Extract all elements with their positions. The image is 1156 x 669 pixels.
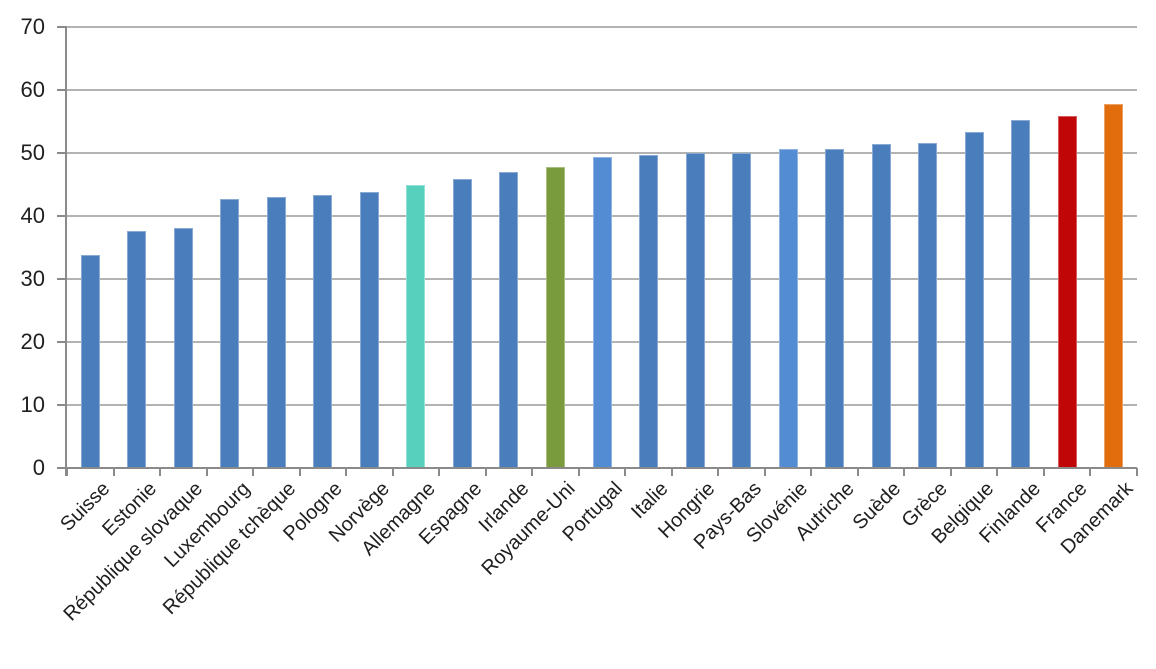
bar xyxy=(80,255,100,468)
x-axis-tick xyxy=(1136,468,1138,476)
bar xyxy=(359,192,379,468)
y-axis-tick xyxy=(57,26,67,28)
y-axis-tick xyxy=(57,278,67,280)
x-axis-tick xyxy=(66,468,68,476)
y-axis-tick-label: 10 xyxy=(20,392,45,417)
x-axis-tick xyxy=(810,468,813,476)
x-axis-tick xyxy=(1042,468,1045,476)
y-axis-tick-label: 50 xyxy=(20,140,45,165)
bar xyxy=(732,153,752,468)
bar xyxy=(592,157,612,468)
x-axis-tick xyxy=(717,468,720,476)
bar xyxy=(964,131,984,468)
y-axis-tick-label: 20 xyxy=(20,329,45,354)
x-axis-tick xyxy=(996,468,999,476)
bar xyxy=(220,198,240,468)
x-axis-tick xyxy=(252,468,255,476)
bar xyxy=(1011,120,1031,468)
x-axis-tick xyxy=(670,468,673,476)
y-axis-tick-label: 40 xyxy=(20,203,45,228)
bar xyxy=(825,148,845,468)
x-axis-tick xyxy=(624,468,627,476)
y-axis-tick-label: 60 xyxy=(20,77,45,102)
x-axis-tick xyxy=(903,468,906,476)
gridline xyxy=(67,26,1137,28)
x-axis-label: Suède xyxy=(848,477,906,535)
x-axis-tick xyxy=(763,468,766,476)
bar xyxy=(778,149,798,468)
y-axis-tick xyxy=(57,152,67,154)
bar xyxy=(313,194,333,468)
x-axis-tick xyxy=(345,468,348,476)
x-axis-tick xyxy=(438,468,441,476)
bar xyxy=(685,153,705,468)
bar xyxy=(545,166,565,468)
y-axis-tick xyxy=(57,89,67,91)
x-axis-tick xyxy=(1089,468,1092,476)
x-axis-tick xyxy=(856,468,859,476)
bar xyxy=(173,227,193,468)
x-axis-tick xyxy=(159,468,162,476)
gridline xyxy=(67,152,1137,154)
y-axis-tick xyxy=(57,341,67,343)
x-axis-tick xyxy=(391,468,394,476)
bar xyxy=(639,154,659,468)
x-axis-tick xyxy=(484,468,487,476)
x-axis-tick xyxy=(949,468,952,476)
bar xyxy=(406,184,426,468)
y-axis-tick xyxy=(57,215,67,217)
y-axis-tick-label: 70 xyxy=(20,14,45,39)
bar xyxy=(127,231,147,468)
y-axis-tick-label: 0 xyxy=(32,455,45,480)
bar xyxy=(918,142,938,468)
y-axis-line xyxy=(65,27,67,476)
x-axis-tick xyxy=(531,468,534,476)
x-axis-tick xyxy=(205,468,208,476)
bar xyxy=(871,144,891,468)
bar xyxy=(499,171,519,468)
x-axis-line xyxy=(57,467,1137,469)
bar xyxy=(266,197,286,468)
gridline xyxy=(67,89,1137,91)
bar xyxy=(1057,116,1077,468)
x-axis-tick xyxy=(298,468,301,476)
bar xyxy=(1104,104,1124,468)
bar xyxy=(452,179,472,468)
y-axis-tick xyxy=(57,404,67,406)
x-axis-tick xyxy=(577,468,580,476)
y-axis-tick-label: 30 xyxy=(20,266,45,291)
x-axis-tick xyxy=(112,468,115,476)
